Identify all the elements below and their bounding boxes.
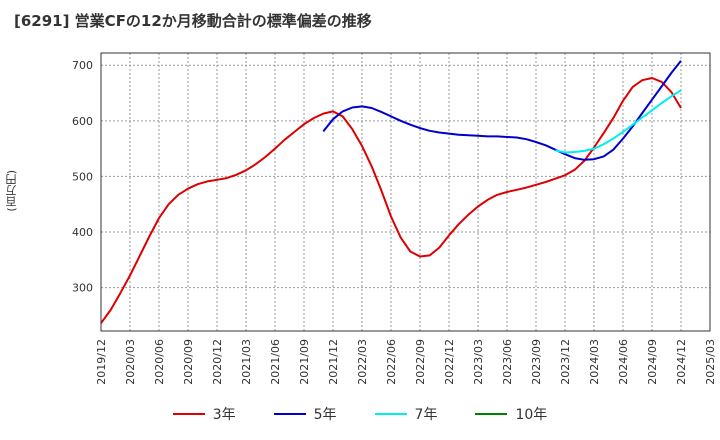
x-tick-label: 2020/09 — [182, 339, 195, 385]
x-tick-label: 2023/06 — [501, 339, 514, 385]
x-tick-label: 2021/03 — [240, 339, 253, 385]
y-tick-label: 500 — [72, 170, 93, 183]
legend-item: 7年 — [374, 404, 438, 424]
x-tick-label: 2021/06 — [269, 339, 282, 385]
legend-swatch — [374, 413, 407, 415]
y-tick-label: 700 — [72, 59, 93, 72]
legend-label: 10年 — [515, 407, 548, 423]
x-tick-label: 2020/06 — [153, 339, 166, 385]
x-tick-label: 2021/12 — [327, 339, 340, 385]
legend-label: 5年 — [313, 407, 337, 423]
x-tick-label: 2024/06 — [617, 339, 630, 385]
legend-swatch — [172, 413, 205, 415]
plot-area — [101, 53, 710, 331]
x-tick-label: 2020/12 — [211, 339, 224, 385]
legend-label: 3年 — [212, 407, 236, 423]
x-tick-label: 2022/06 — [385, 339, 398, 385]
x-tick-label: 2023/09 — [530, 339, 543, 385]
x-tick-label: 2024/09 — [646, 339, 659, 385]
x-tick-label: 2023/12 — [559, 339, 572, 385]
y-tick-label: 600 — [72, 115, 93, 128]
series-line-3年 — [100, 77, 682, 324]
legend-item: 5年 — [273, 404, 337, 424]
x-tick-label: 2024/03 — [588, 339, 601, 385]
legend-item: 10年 — [475, 404, 547, 424]
x-tick-label: 2019/12 — [95, 339, 108, 385]
x-tick-label: 2020/03 — [124, 339, 137, 385]
legend-swatch — [273, 413, 306, 415]
series-line-5年 — [322, 60, 682, 161]
x-tick-label: 2023/03 — [472, 339, 485, 385]
x-tick-label: 2022/12 — [443, 339, 456, 385]
x-tick-label: 2022/03 — [356, 339, 369, 385]
x-tick-label: 2024/12 — [675, 339, 688, 385]
chart-title: [6291] 営業CFの12か月移動合計の標準偏差の推移 — [14, 12, 372, 30]
legend-swatch — [475, 413, 508, 415]
plot-frame — [100, 52, 711, 332]
y-tick-label: 300 — [72, 282, 93, 295]
legend-item: 3年 — [172, 404, 236, 424]
legend-label: 7年 — [414, 407, 438, 423]
x-tick-label: 2022/09 — [414, 339, 427, 385]
chart-legend: 3年 5年 7年 10年 — [0, 402, 720, 426]
series-line-7年 — [555, 89, 682, 154]
y-tick-label: 400 — [72, 226, 93, 239]
x-tick-label: 2025/03 — [704, 339, 717, 385]
x-tick-label: 2021/09 — [298, 339, 311, 385]
